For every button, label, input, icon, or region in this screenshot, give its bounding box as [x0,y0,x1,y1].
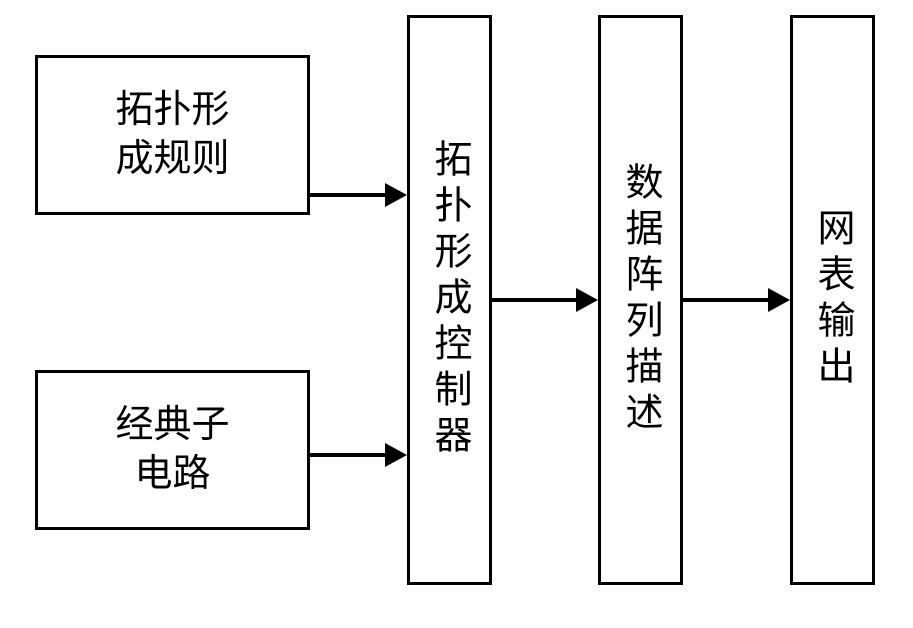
node-netlist-output-label: 网表输出 [805,208,860,392]
node-topo-rules: 拓扑形 成规则 [35,55,310,215]
node-data-array-label: 数据阵列描述 [613,162,668,438]
node-topo-controller-label: 拓扑形成控制器 [422,139,477,461]
node-data-array: 数据阵列描述 [598,15,683,585]
node-classic-sub: 经典子 电路 [35,370,310,530]
node-topo-rules-line1: 拓扑形 [115,86,229,135]
node-topo-rules-line2: 成规则 [115,135,229,184]
node-classic-sub-line2: 电路 [115,450,229,499]
node-classic-sub-line1: 经典子 [115,401,229,450]
node-topo-controller: 拓扑形成控制器 [407,15,492,585]
node-netlist-output: 网表输出 [790,15,875,585]
